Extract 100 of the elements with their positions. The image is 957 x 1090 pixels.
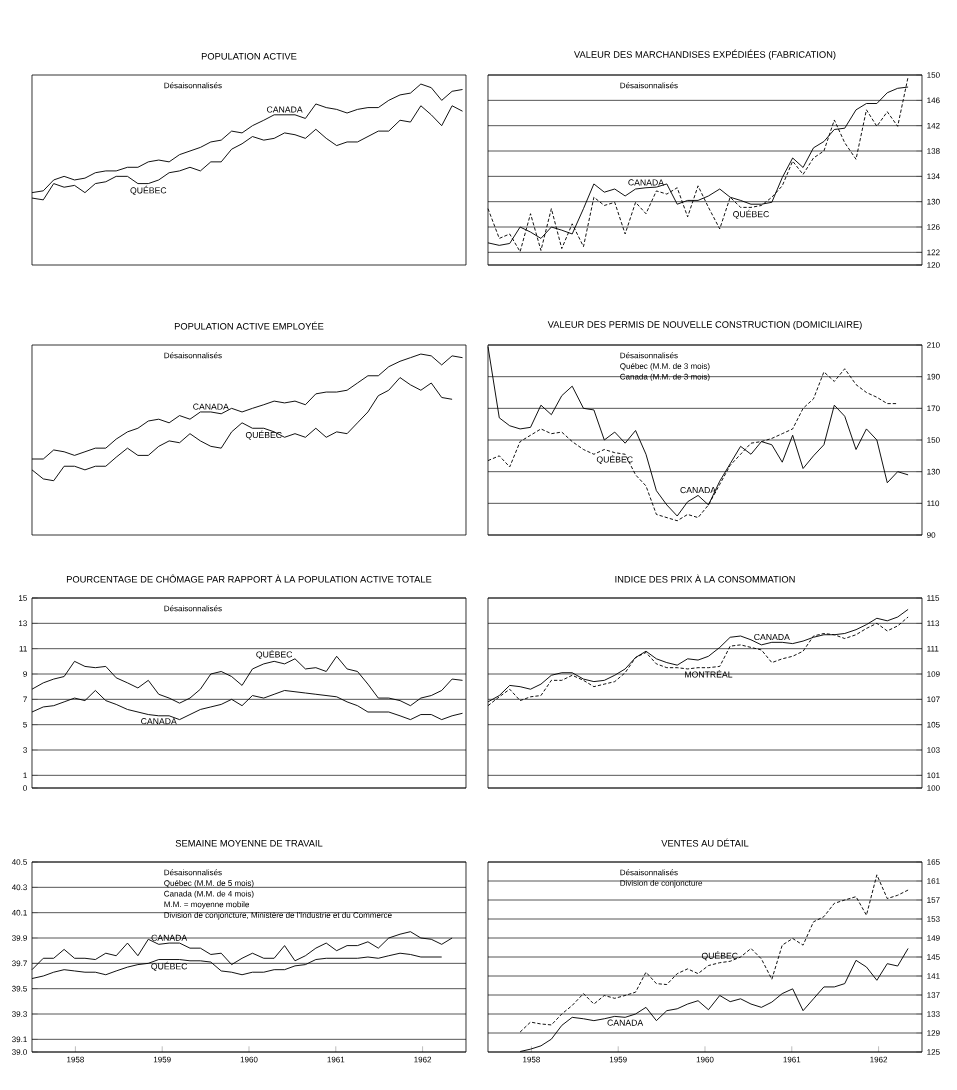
annotation: Désaisonnalisés [164,605,222,612]
y-tick-label: 120 [927,262,940,268]
y-tick-label: 161 [927,878,940,884]
y-tick-label: 130 [927,468,940,475]
y-tick-label: 145 [927,954,940,960]
y-tick-label: 146 [927,97,940,104]
y-tick-label: 3 [23,747,27,753]
y-tick-label: 149 [927,935,940,941]
x-tick-label: 1962 [870,1056,888,1063]
y-tick-label: 107 [927,696,940,703]
annotation: Désaisonnalisés [164,82,222,89]
series-label: CANADA [754,633,790,641]
y-tick-label: 40.1 [11,909,27,916]
x-tick-label: 1962 [414,1056,432,1063]
y-tick-label: 133 [927,1011,940,1017]
y-tick-label: 134 [927,173,940,180]
series-label: QUÉBEC [245,430,282,440]
y-tick-label: 9 [23,671,27,677]
annotation: Désaisonnalisés [164,869,222,876]
annotation: Désaisonnalisés [164,352,222,359]
y-tick-label: 210 [927,342,940,348]
y-tick-label: 39.1 [12,1036,27,1043]
y-tick-label: 150 [927,437,940,443]
x-tick-label: 1959 [153,1056,171,1063]
x-tick-label: 1958 [523,1056,540,1063]
y-tick-label: 115 [927,595,940,601]
y-tick-label: 103 [927,747,940,753]
y-tick-label: 13 [19,620,27,627]
chart-title: VENTES AU DÉTAIL [661,838,749,847]
y-tick-label: 0 [23,785,27,791]
chart-title: SEMAINE MOYENNE DE TRAVAIL [175,840,323,847]
series-label: QUÉBEC [701,951,738,961]
series-label: CANADA [141,718,177,725]
chart-title: POPULATION ACTIVE [201,53,297,60]
y-tick-label: 138 [927,148,940,154]
annotation: Désaisonnalisés [620,352,678,359]
y-tick-label: 110 [927,500,940,507]
annotation: M.M. = moyenne mobile [164,901,250,909]
y-tick-label: 150 [927,72,940,78]
annotation: Division de conjoncture, Ministère de l'Industrie et du Commerce [164,911,392,920]
series-label: CANADA [628,179,664,186]
y-tick-label: 170 [927,405,940,412]
x-tick-label: 1961 [327,1056,345,1063]
series-label: QUÉBEC [130,185,167,195]
line-series [519,874,909,1033]
y-tick-label: 122 [927,249,940,256]
y-tick-label: 129 [927,1030,940,1036]
y-tick-label: 111 [927,645,939,652]
x-tick-label: 1960 [240,1056,258,1063]
series-label: CANADA [607,1019,644,1026]
annotation: Désaisonnalisés [620,869,678,876]
y-tick-label: 39.0 [12,1049,27,1055]
chart-title: POPULATION ACTIVE EMPLOYÉE [174,321,324,330]
y-tick-label: 157 [927,897,940,903]
chart-title: VALEUR DES MARCHANDISES EXPÉDIÉES (FABRICATION) [574,49,836,60]
y-tick-label: 141 [927,973,940,979]
y-tick-label: 101 [927,772,940,779]
y-tick-label: 40.5 [11,859,27,865]
series-label: CANADA [151,934,188,941]
y-tick-label: 40.3 [11,884,27,891]
y-tick-label: 100 [927,785,940,791]
y-tick-label: 137 [927,992,940,998]
y-tick-label: 190 [927,373,940,380]
y-tick-label: 153 [927,916,940,922]
y-tick-label: 125 [927,1049,940,1055]
annotation: Québec (M.M. de 3 mois) [620,362,710,371]
chart-title: POURCENTAGE DE CHÔMAGE PAR RAPPORT À LA POPULATION ACTIVE TOTALE [66,574,432,583]
y-tick-label: 39.5 [12,985,27,992]
series-label: CANADA [193,403,229,410]
y-tick-label: 109 [927,671,940,677]
y-tick-label: 11 [19,645,27,652]
x-tick-label: 1960 [696,1056,714,1063]
series-label: CANADA [266,106,303,113]
annotation: Division de conjoncture [620,879,703,888]
y-tick-label: 90 [927,532,936,538]
chart-title: VALEUR DES PERMIS DE NOUVELLE CONSTRUCTION (DOMICILIAIRE) [547,320,862,330]
x-tick-label: 1959 [609,1056,627,1063]
series-label: MONTRÉAL [685,669,733,678]
y-tick-label: 1 [23,772,27,779]
series-label: QUÉBEC [596,454,633,465]
series-label: CANADA [680,487,717,494]
y-tick-label: 142 [927,122,940,129]
y-tick-label: 39.3 [12,1011,27,1017]
series-label: QUÉBEC [733,209,769,219]
y-tick-label: 7 [23,696,27,703]
series-label: QUÉBEC [151,961,188,971]
y-tick-label: 126 [927,224,940,230]
annotation: Canada (M.M. de 3 mois) [620,373,710,382]
annotation: Désaisonnalisés [620,82,678,89]
annotation: Québec (M.M. de 5 mois) [164,879,254,888]
y-tick-label: 15 [19,595,27,601]
y-tick-label: 39.7 [12,960,27,967]
x-tick-label: 1961 [783,1056,801,1063]
annotation: Canada (M.M. de 4 mois) [164,890,254,899]
y-tick-label: 113 [927,620,940,627]
y-tick-label: 165 [927,859,940,865]
series-label: QUÉBEC [256,649,293,660]
y-tick-label: 5 [23,721,27,728]
x-tick-label: 1958 [67,1056,84,1063]
y-tick-label: 39.9 [12,935,27,941]
